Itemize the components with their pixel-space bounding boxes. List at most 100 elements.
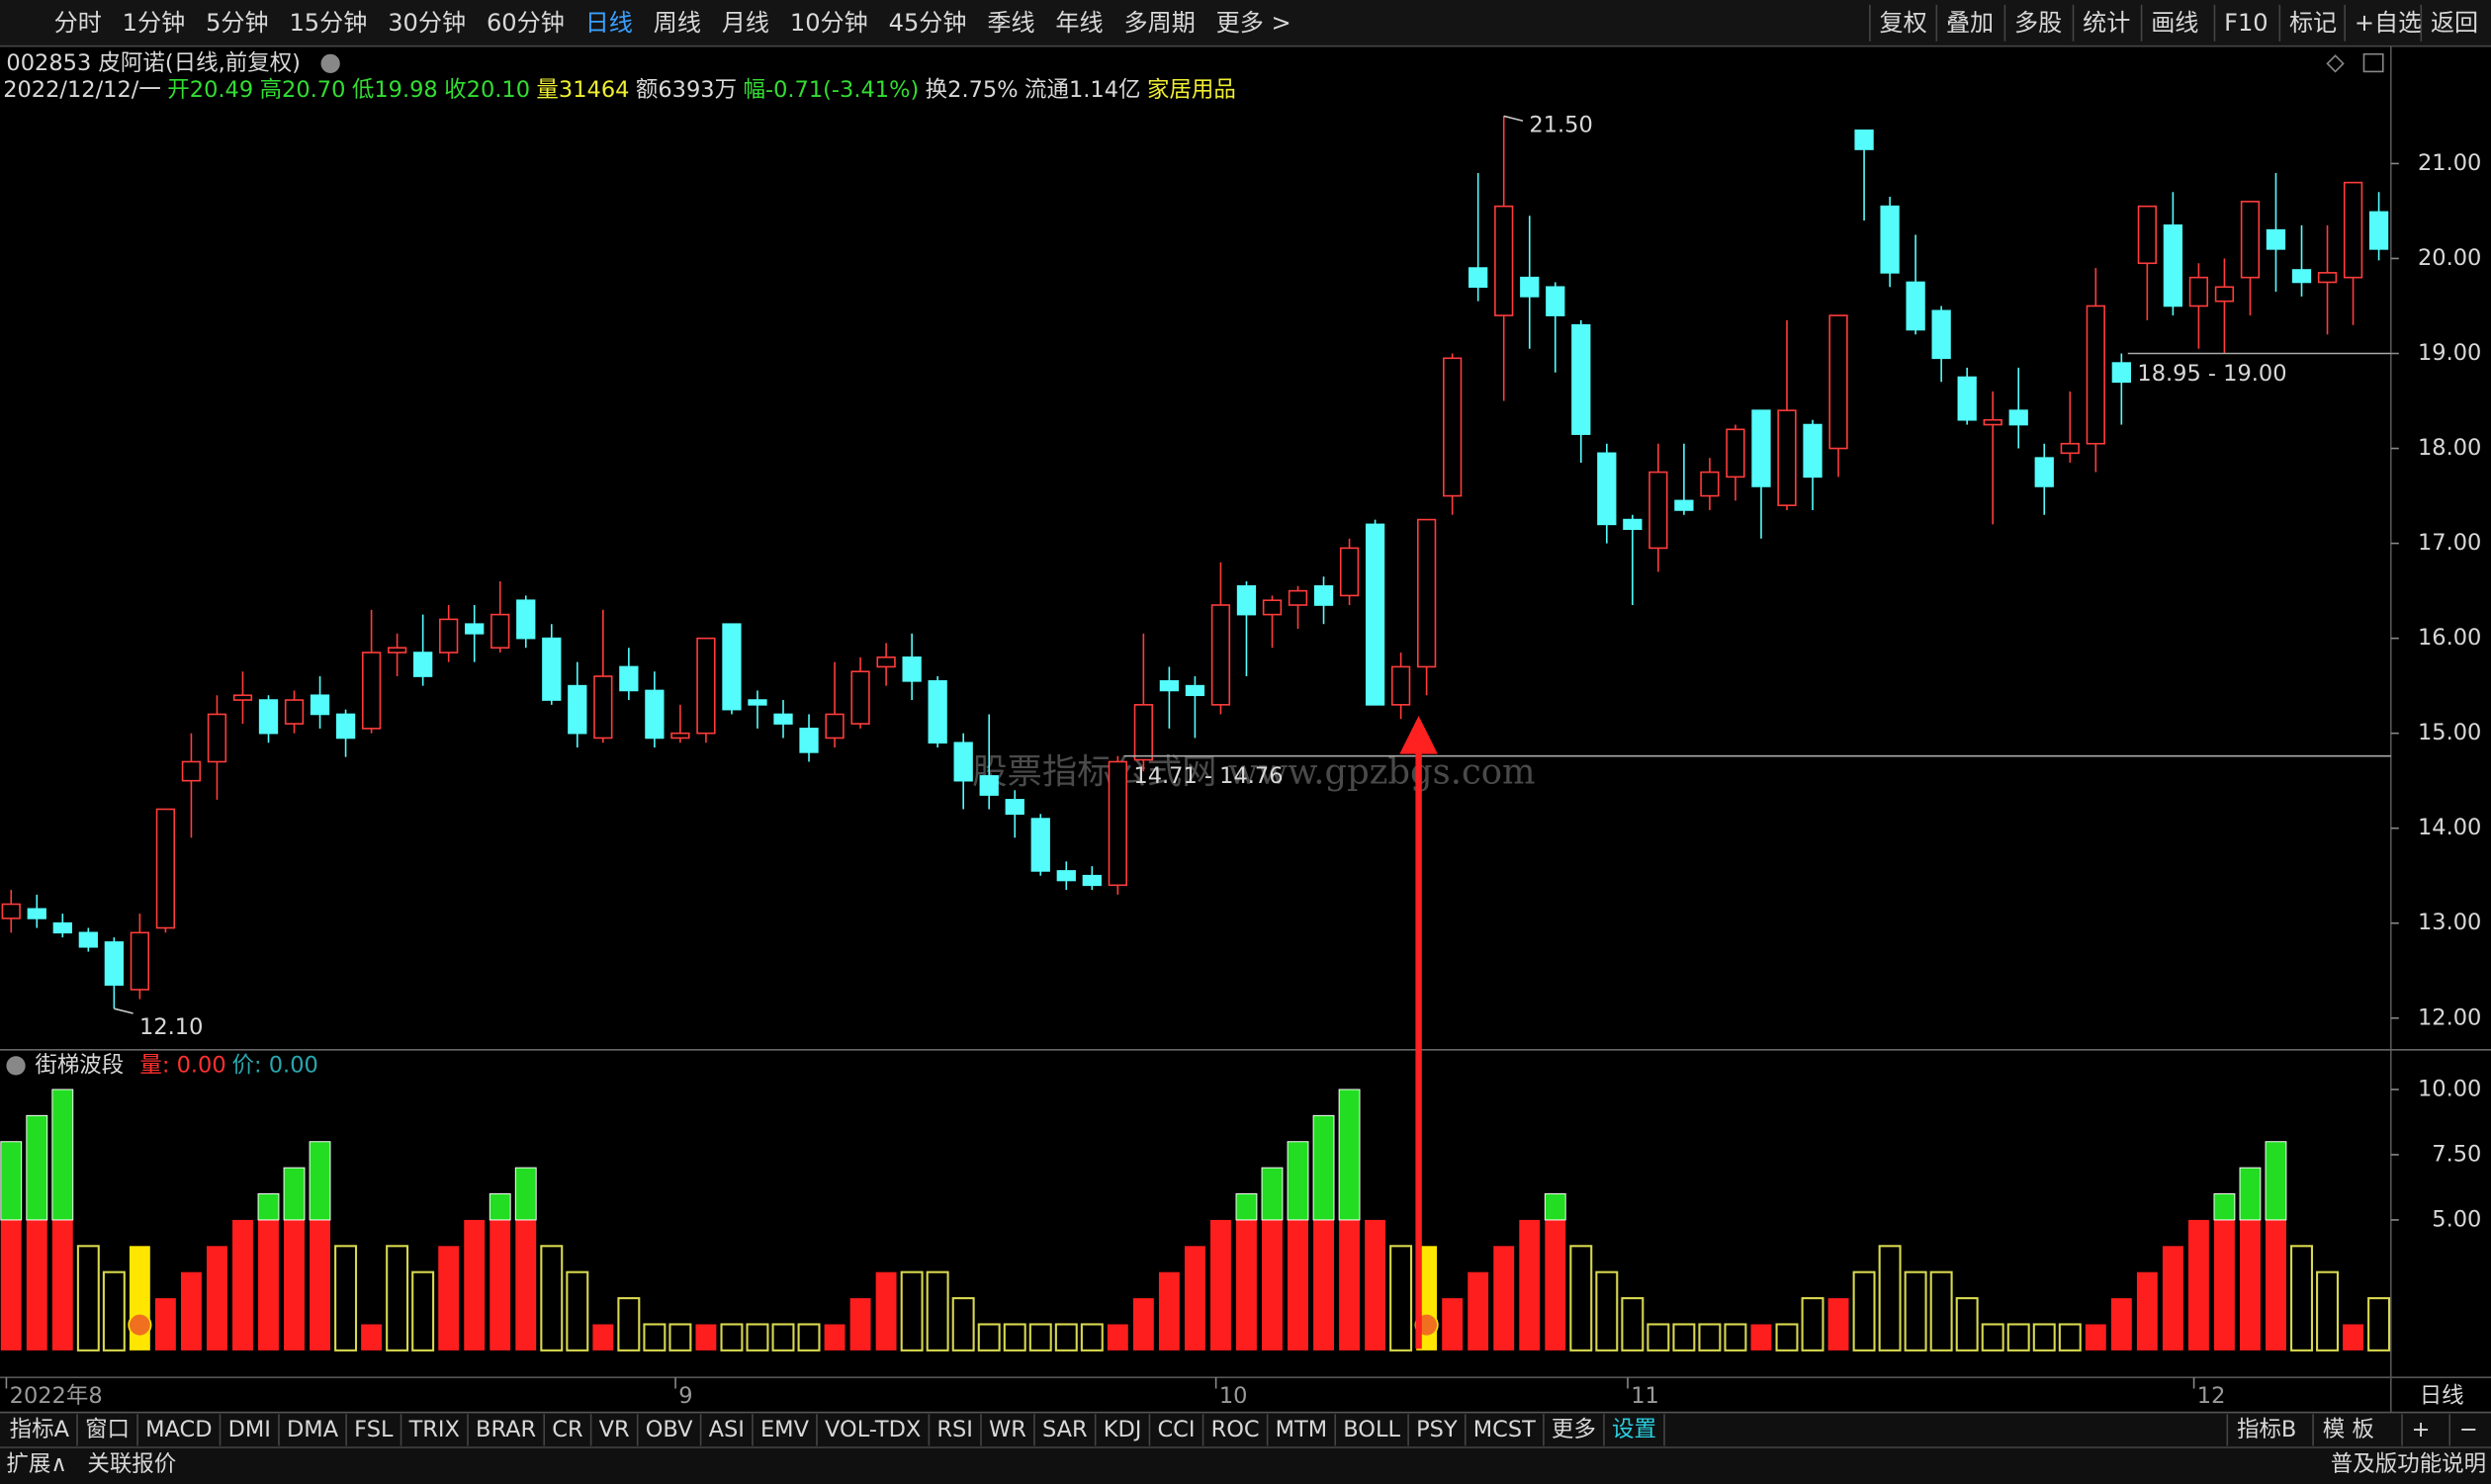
indicator-tab[interactable]: RSI [936, 1417, 973, 1442]
draw-icon[interactable] [2326, 54, 2345, 73]
indicator-tab[interactable]: SAR [1042, 1417, 1088, 1442]
candle-body [850, 670, 870, 725]
stock-menu-icon[interactable] [320, 53, 340, 74]
candle-body [78, 931, 98, 948]
tool-button[interactable]: 叠加 [1946, 9, 1994, 37]
indicator-tab[interactable]: DMA [287, 1417, 339, 1442]
indicator-tab[interactable]: BOLL [1343, 1417, 1400, 1442]
wave-bar [900, 1270, 924, 1352]
tool-button[interactable]: 多股 [2014, 9, 2062, 37]
wave-bar [566, 1270, 589, 1352]
candle-body [2137, 205, 2157, 265]
indicator-tab[interactable]: VR [599, 1417, 630, 1442]
period-tab[interactable]: 10分钟 [790, 9, 868, 37]
indicator-tab[interactable]: 指标A [10, 1417, 70, 1442]
candle-body [2188, 276, 2209, 307]
candle-body [232, 694, 253, 701]
period-tab[interactable]: 多周期 [1124, 9, 1196, 37]
indicator-tab[interactable]: 更多 [1552, 1417, 1596, 1442]
indicator-tab[interactable]: ROC [1211, 1417, 1260, 1442]
tool-button[interactable]: F10 [2224, 9, 2269, 37]
wave-bar [1775, 1323, 1799, 1352]
low-label: 12.10 [139, 1014, 203, 1040]
indicator-tab[interactable]: 模 板 [2323, 1417, 2374, 1442]
indicator-tab[interactable]: MTM [1276, 1417, 1328, 1442]
wave-bar [2316, 1270, 2340, 1352]
indicator-tab[interactable]: BRAR [476, 1417, 536, 1442]
wave-bar-upper [51, 1089, 74, 1221]
tool-button[interactable]: 返回 [2431, 9, 2478, 37]
candle-body [876, 656, 896, 668]
period-tab[interactable]: 年线 [1055, 9, 1103, 37]
candle-body [979, 775, 999, 796]
indicator-menu-icon[interactable] [6, 1056, 26, 1076]
status-help[interactable]: 普及版功能说明 [2331, 1451, 2486, 1477]
indicator-tab[interactable]: OBV [646, 1417, 693, 1442]
indicator-tab[interactable]: 指标B [2237, 1417, 2296, 1442]
candle-body [27, 908, 46, 919]
indicator-tab[interactable]: PSY [1416, 1417, 1458, 1442]
wave-bar [180, 1271, 202, 1351]
candle-body [1365, 523, 1385, 706]
wave-bar [334, 1245, 358, 1352]
indicator-tab[interactable]: MCST [1473, 1417, 1536, 1442]
status-quote[interactable]: 关联报价 [87, 1451, 176, 1477]
period-tab[interactable]: 5分钟 [206, 9, 269, 37]
period-tab[interactable]: 分时 [54, 9, 102, 37]
period-tab[interactable]: 月线 [722, 9, 769, 37]
candle-body [465, 623, 485, 635]
wave-bar [720, 1323, 744, 1352]
period-tab[interactable]: 30分钟 [388, 9, 466, 37]
candle-body [1468, 267, 1488, 289]
indicator-tab[interactable]: MACD [145, 1417, 212, 1442]
candle-body [2034, 457, 2054, 487]
tool-button[interactable]: 画线 [2151, 9, 2198, 37]
status-expand[interactable]: 扩展∧ [6, 1451, 66, 1477]
wave-bar [1981, 1323, 2004, 1352]
period-tab[interactable]: 季线 [987, 9, 1034, 37]
tool-button[interactable]: 复权 [1879, 9, 1926, 37]
wave-bar-upper [1235, 1193, 1258, 1221]
tool-button[interactable]: 统计 [2083, 9, 2130, 37]
period-tab[interactable]: 1分钟 [123, 9, 186, 37]
tool-button[interactable]: 标记 [2289, 9, 2337, 37]
candle-body [181, 760, 202, 782]
indicator-tab[interactable]: TRIX [408, 1417, 460, 1442]
indicator-tab[interactable]: KDJ [1104, 1417, 1142, 1442]
candle-body [2368, 211, 2389, 250]
period-tab[interactable]: 45分钟 [889, 9, 967, 37]
period-tab[interactable]: 更多 > [1216, 9, 1291, 37]
tool-button[interactable]: +自选 [2355, 9, 2422, 37]
period-tab[interactable]: 日线 [585, 9, 633, 37]
period-tab[interactable]: 60分钟 [487, 9, 565, 37]
period-tab[interactable]: 15分钟 [289, 9, 367, 37]
indicator-tab[interactable]: 设置 [1612, 1417, 1656, 1442]
wave-bar-upper [2239, 1167, 2262, 1221]
indicator-tab[interactable]: − [2459, 1417, 2478, 1442]
indicator-tab[interactable]: WR [989, 1417, 1026, 1442]
wave-bar [1929, 1270, 1953, 1352]
indicator-tab[interactable]: VOL-TDX [825, 1417, 921, 1442]
candle-body [1494, 205, 1514, 316]
indicator-tab[interactable]: EMV [760, 1417, 810, 1442]
indicator-tab[interactable]: 窗口 [85, 1417, 130, 1442]
candle-body [2266, 228, 2286, 250]
wave-bar [2343, 1324, 2363, 1351]
candle-body [1443, 357, 1463, 497]
wave-bar [592, 1324, 614, 1351]
indicator-tab[interactable]: CR [552, 1417, 582, 1442]
candle-body [1700, 471, 1720, 497]
candle-body [722, 623, 742, 711]
indicator-tab[interactable]: ASI [709, 1417, 745, 1442]
indicator-tab[interactable]: CCI [1157, 1417, 1195, 1442]
window-icon[interactable] [2362, 52, 2384, 73]
indicator-tab[interactable]: DMI [228, 1417, 271, 1442]
candle-body [2111, 362, 2131, 384]
wave-bar [1801, 1297, 1824, 1352]
quote-field: 开20.49 [167, 77, 253, 103]
indicator-tab[interactable]: FSL [354, 1417, 394, 1442]
wave-bar [411, 1270, 435, 1352]
quote-field: 收20.10 [444, 77, 530, 103]
period-tab[interactable]: 周线 [654, 9, 701, 37]
indicator-tab[interactable]: + [2412, 1417, 2431, 1442]
